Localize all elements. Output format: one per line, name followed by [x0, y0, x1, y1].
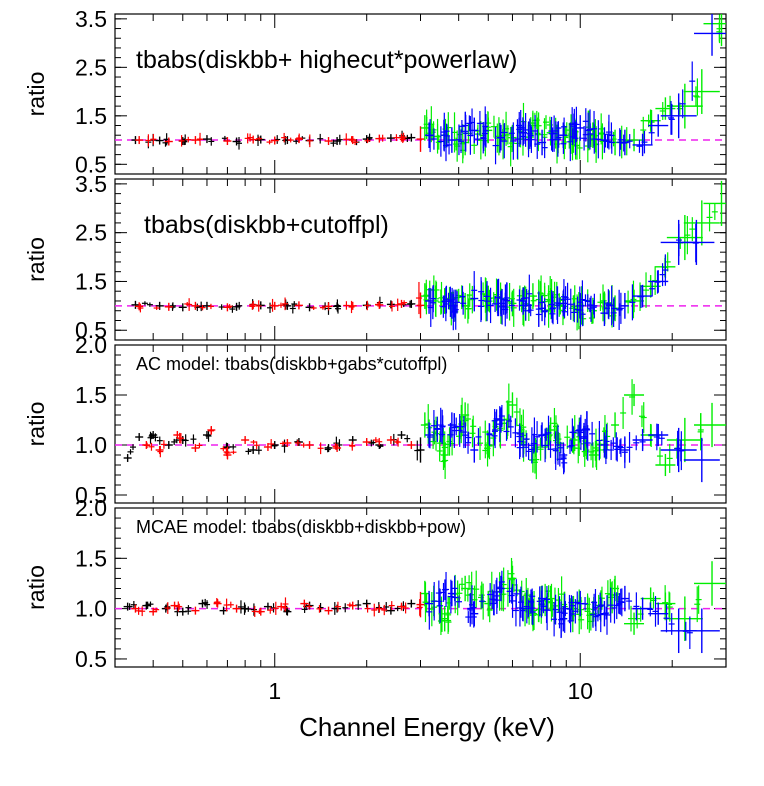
- y-axis-title: ratio: [23, 72, 49, 117]
- model-annotation: tbabs(diskbb+cutoffpl): [144, 211, 389, 239]
- y-tick-label: 1.5: [75, 545, 107, 571]
- y-axis-title: ratio: [23, 565, 49, 610]
- model-annotation: tbabs(diskbb+ highecut*powerlaw): [136, 46, 517, 74]
- y-tick-label: 1.5: [75, 382, 107, 408]
- y-tick-label: 2.5: [75, 220, 107, 246]
- y-tick-label: 0.5: [75, 317, 107, 343]
- data-layer: [131, 180, 726, 331]
- chart-panel-2: 0.5 1.5 2.5 3.5 ratio tbabs(diskbb+cutoffpl): [23, 171, 727, 343]
- y-axis-title: ratio: [23, 402, 49, 447]
- x-tick-label: 1: [268, 678, 281, 704]
- chart-panel-4: 0.5 1.0 1.5 2.0 1 10 ratio MCAE model: tbabs(di…: [23, 495, 727, 704]
- x-tick-label: 10: [567, 678, 593, 704]
- y-tick-label: 0.5: [75, 151, 107, 177]
- chart-panel-1: 0.5 1.5 2.5 3.5 ratio tbabs(diskbb+ highecut*…: [23, 6, 727, 177]
- y-tick-label: 0.5: [75, 646, 107, 672]
- y-tick-label: 2.0: [75, 495, 107, 521]
- y-tick-label: 1.5: [75, 103, 107, 129]
- y-tick-label: 2.5: [75, 54, 107, 80]
- y-tick-label: 2.0: [75, 332, 107, 358]
- y-tick-label: 1.5: [75, 268, 107, 294]
- data-layer: [123, 379, 726, 483]
- chart-panel-3: 0.5 1.0 1.5 2.0 ratio AC model: tbabs(diskbb+…: [23, 332, 727, 508]
- model-annotation: MCAE model: tbabs(diskbb+diskbb+pow): [136, 517, 466, 537]
- y-tick-label: 1.0: [75, 432, 107, 458]
- y-tick-label: 3.5: [75, 171, 107, 197]
- x-axis-title: Channel Energy (keV): [299, 712, 555, 742]
- data-layer: [131, 14, 726, 167]
- model-annotation: AC model: tbabs(diskbb+gabs*cutoffpl): [136, 354, 447, 374]
- data-layer: [123, 557, 726, 654]
- y-tick-label: 1.0: [75, 596, 107, 622]
- y-tick-label: 0.5: [75, 482, 107, 508]
- y-axis-title: ratio: [23, 237, 49, 282]
- y-tick-label: 3.5: [75, 6, 107, 32]
